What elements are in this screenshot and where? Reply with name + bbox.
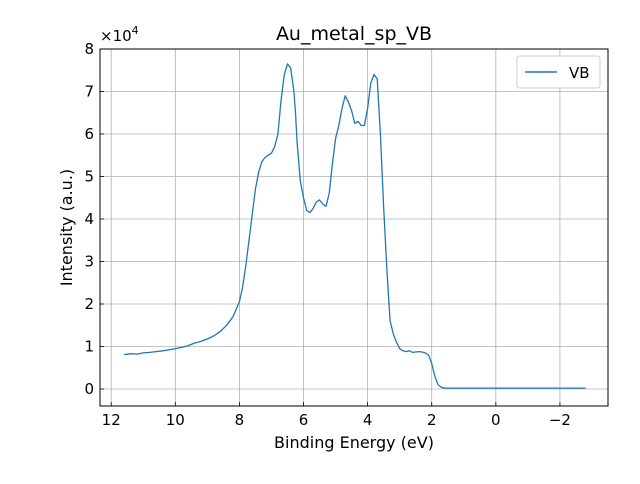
y-multiplier-base: ×10 xyxy=(100,27,132,45)
y-tick-label: 3 xyxy=(84,253,94,271)
y-tick-label: 4 xyxy=(84,210,94,228)
y-axis-label: Intensity (a.u.) xyxy=(57,169,76,286)
y-multiplier-exponent: 4 xyxy=(132,24,139,37)
x-tick-label: 8 xyxy=(235,411,245,429)
legend: VB xyxy=(516,55,601,89)
y-tick-label: 1 xyxy=(84,338,94,356)
y-tick-label: 0 xyxy=(84,380,94,398)
x-tick-label: 10 xyxy=(166,411,185,429)
x-axis-label: Binding Energy (eV) xyxy=(274,433,434,452)
x-tick-label: 12 xyxy=(102,411,121,429)
y-tick-label: 7 xyxy=(84,83,94,101)
y-axis-multiplier: ×104 xyxy=(100,24,139,45)
legend-label-vb: VB xyxy=(569,64,590,82)
y-tick-label: 6 xyxy=(84,125,94,143)
x-tick-label: −2 xyxy=(549,411,571,429)
y-tick-label: 5 xyxy=(84,168,94,186)
y-tick-label: 2 xyxy=(84,295,94,313)
chart-title: Au_metal_sp_VB xyxy=(276,23,432,45)
x-tick-label: 4 xyxy=(363,411,373,429)
x-tick-label: 0 xyxy=(491,411,501,429)
x-tick-label: 6 xyxy=(299,411,309,429)
series-line-vb xyxy=(123,63,586,389)
legend-box xyxy=(516,55,601,89)
y-tick-label: 8 xyxy=(84,40,94,58)
x-tick-label: 2 xyxy=(427,411,437,429)
axes-frame xyxy=(99,48,609,407)
grid-layer xyxy=(100,48,608,406)
series-layer xyxy=(123,63,586,389)
